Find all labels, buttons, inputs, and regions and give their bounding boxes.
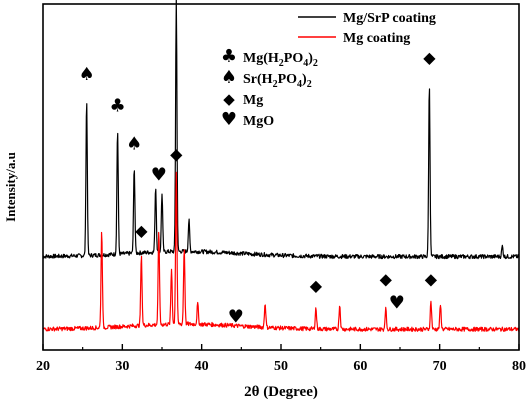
series-line-1 (42, 171, 520, 332)
x-tick-label: 80 (512, 359, 526, 374)
peak-marker: ♠ (126, 133, 142, 154)
phase-key-symbol: ♥ (221, 109, 237, 130)
phase-key-symbol: ♠ (221, 67, 237, 88)
legend: Mg/SrP coating Mg coating (298, 11, 436, 46)
peak-annotations: ♠♣♠♥◆◆◆♥◆◆♥◆◆ (79, 48, 438, 328)
phase-key: ♣ Mg(H2PO4)2 ♠ Sr(H2PO4)2 ◆ Mg ♥ MgO (221, 46, 318, 130)
phase-key-label: Sr(H2PO4)2 (243, 72, 312, 90)
peak-marker: ♥ (151, 164, 167, 185)
x-tick-label: 20 (36, 359, 50, 374)
legend-label-mg-srp: Mg/SrP coating (343, 11, 436, 26)
peak-marker: ♥ (228, 306, 244, 327)
series-line-0 (42, 0, 520, 260)
x-tick-label: 30 (115, 359, 129, 374)
peak-marker: ♥ (389, 292, 405, 313)
peak-marker: ◆ (423, 48, 436, 67)
peak-marker: ◆ (380, 269, 393, 288)
series-layer (42, 0, 520, 332)
peak-marker: ◆ (425, 269, 438, 288)
phase-key-label: Mg (243, 93, 263, 108)
x-tick-label: 70 (433, 359, 447, 374)
phase-key-symbol: ♣ (221, 46, 237, 67)
x-axis-ticks: 20 30 40 50 60 70 80 (36, 344, 526, 374)
peak-marker: ♣ (110, 95, 126, 116)
x-axis-title: 2θ (Degree) (244, 384, 318, 400)
peak-marker: ♠ (79, 64, 95, 85)
peak-marker: ◆ (310, 276, 323, 295)
phase-key-label: MgO (243, 114, 274, 129)
phase-key-symbol: ◆ (223, 90, 235, 108)
x-tick-label: 50 (274, 359, 288, 374)
y-axis-title: Intensity/a.u (3, 152, 18, 222)
x-tick-label: 40 (195, 359, 209, 374)
peak-marker: ◆ (170, 145, 183, 164)
peak-marker: ◆ (135, 221, 148, 240)
x-tick-label: 60 (353, 359, 367, 374)
legend-label-mg: Mg coating (343, 31, 410, 46)
phase-key-label: Mg(H2PO4)2 (243, 51, 318, 69)
